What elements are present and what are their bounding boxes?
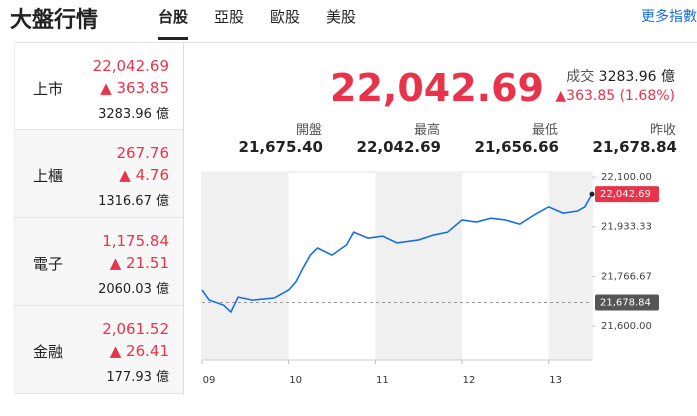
x-tick-label: 11 — [376, 375, 389, 386]
x-tick-label: 12 — [463, 375, 476, 386]
tab[interactable]: 亞股 — [214, 8, 245, 26]
market-change-row: ▲ 26.41 — [110, 342, 169, 360]
stat-value: 21,678.84 — [592, 138, 677, 156]
last-label: 22,042.69 — [600, 189, 651, 200]
market-name: 金融 — [33, 343, 64, 361]
stat-label: 開盤 — [295, 123, 322, 138]
last-tag — [595, 186, 659, 203]
up-arrow: ▲ — [555, 88, 567, 104]
market-name: 上櫃 — [33, 167, 64, 185]
market-volume: 177.93 億 — [106, 370, 169, 385]
market-price: 2,061.52 — [102, 320, 169, 338]
tab[interactable]: 台股 — [158, 6, 189, 40]
market-change: 363.85 — [116, 79, 170, 97]
market-change: 4.76 — [135, 166, 169, 184]
stat-label: 昨收 — [649, 123, 676, 138]
hour-band — [548, 172, 592, 360]
volume-label: 成交 — [566, 69, 595, 85]
up-arrow: ▲ — [100, 79, 117, 97]
market-volume: 2060.03 億 — [98, 282, 169, 297]
stat-value: 21,675.40 — [238, 138, 323, 156]
market-price: 1,175.84 — [102, 232, 169, 250]
divider — [14, 42, 697, 43]
x-tick-label: 09 — [203, 375, 216, 386]
price-line — [201, 193, 593, 314]
market-change-row: ▲ 21.51 — [110, 254, 169, 272]
tab[interactable]: 歐股 — [270, 8, 301, 26]
title: 大盤行情 — [10, 8, 99, 33]
market-volume: 1316.67 億 — [98, 194, 169, 209]
last-point — [589, 191, 595, 197]
stat-label: 最低 — [531, 123, 558, 138]
market-name: 上市 — [33, 79, 64, 98]
quote-volume-row: 成交 3283.96 億 — [566, 66, 675, 86]
y-tick-label: 21,600.00 — [601, 321, 652, 332]
quote-change-row: ▲363.85 (1.68%) — [555, 88, 675, 104]
quote-price: 22,042.69 — [330, 66, 544, 110]
market-row: 上櫃 267.76 ▲ 4.76 1316.67 億 — [15, 130, 183, 218]
stat-value: 22,042.69 — [356, 138, 441, 156]
x-tick-label: 10 — [289, 375, 302, 386]
market-change-row: ▲ 4.76 — [119, 166, 169, 184]
more-link[interactable]: 更多指數 — [641, 9, 697, 25]
market-row: 電子 1,175.84 ▲ 21.51 2060.03 億 — [15, 218, 183, 306]
y-tick-label: 21,933.33 — [601, 222, 652, 233]
chart: 09 10 11 12 13 21,600.00 21,766.67 21,933.33 22,… — [201, 171, 659, 386]
hour-band — [202, 172, 289, 360]
volume: 3283.96 億 — [598, 69, 675, 85]
up-arrow: ▲ — [119, 166, 136, 184]
market-change: 21.51 — [126, 254, 169, 272]
y-tick-label: 22,100.00 — [601, 172, 652, 183]
market-name: 電子 — [33, 255, 64, 273]
stat-label: 最高 — [413, 123, 440, 138]
stat-value: 21,656.66 — [474, 138, 559, 156]
market-change-row: ▲ 363.85 — [100, 79, 169, 97]
market-price: 267.76 — [116, 144, 170, 162]
market-row: 上市 22,042.69 ▲ 363.85 3283.96 億 — [15, 43, 183, 130]
market-change: 26.41 — [126, 342, 169, 360]
reference-label: 21,678.84 — [600, 298, 651, 309]
market-row: 金融 2,061.52 ▲ 26.41 177.93 億 — [15, 306, 183, 394]
market-price: 22,042.69 — [92, 57, 169, 75]
up-arrow: ▲ — [109, 254, 127, 272]
reference-tag — [595, 294, 659, 311]
hour-band — [375, 172, 462, 360]
up-arrow: ▲ — [109, 342, 127, 360]
x-tick-label: 13 — [549, 375, 562, 386]
quote-change: 363.85 (1.68%) — [566, 88, 675, 104]
market-list: 上市 22,042.69 ▲ 363.85 3283.96 億上櫃 267.76 ▲ 4.… — [14, 43, 184, 395]
tab[interactable]: 美股 — [326, 8, 357, 26]
market-volume: 3283.96 億 — [98, 107, 169, 122]
y-tick-label: 21,766.67 — [601, 271, 652, 282]
